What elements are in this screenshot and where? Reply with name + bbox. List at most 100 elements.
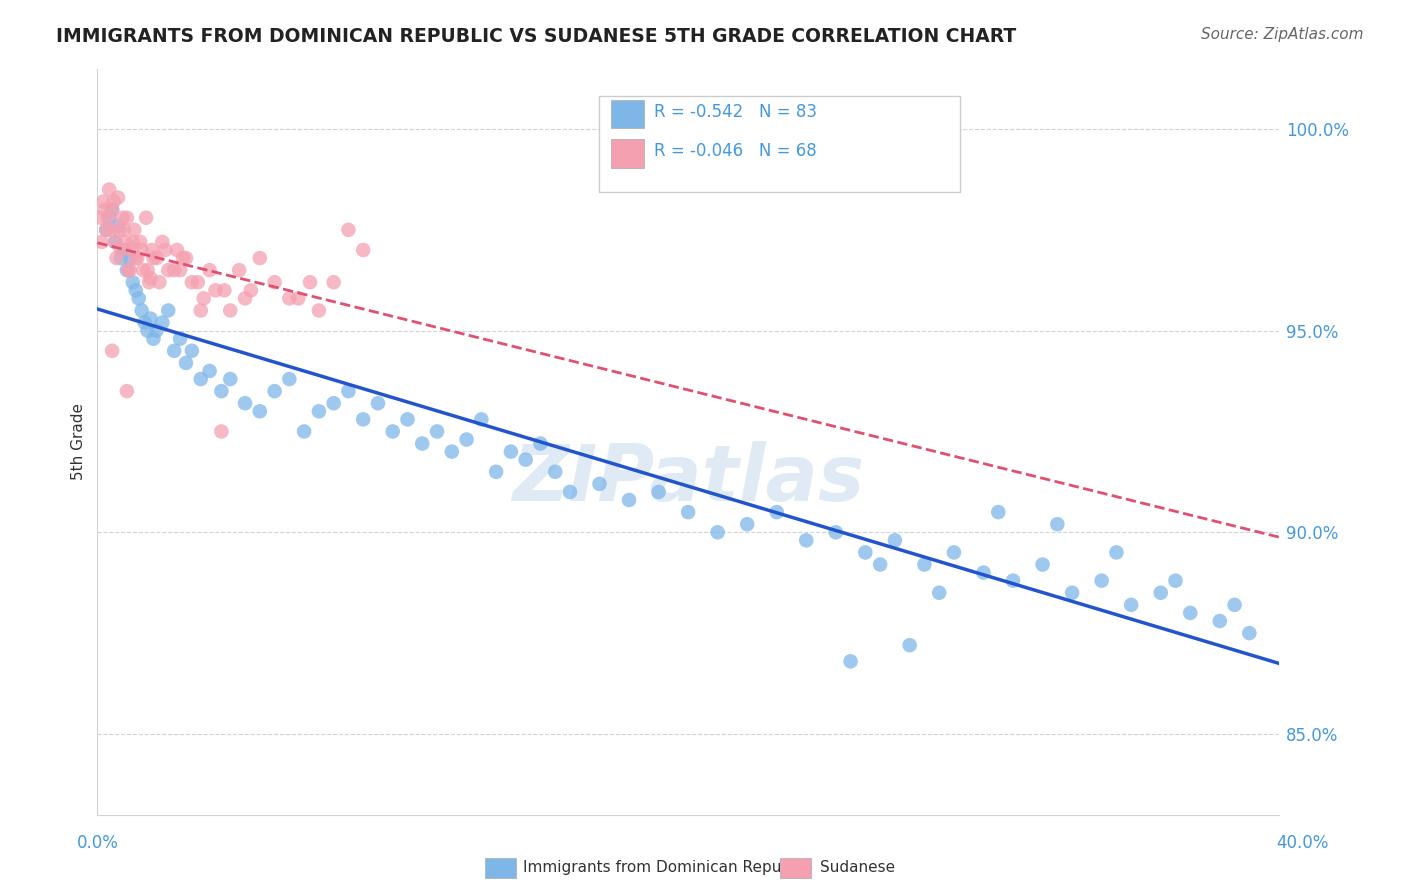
Point [1209, 614, 1232, 628]
Point [499, 444, 522, 458]
Point [529, 436, 551, 450]
Point [145, 251, 167, 265]
Point [104, 235, 127, 249]
Point [90, 235, 112, 249]
Point [136, 263, 159, 277]
Point [121, 235, 143, 249]
Text: Sudanese: Sudanese [820, 860, 894, 874]
Point [105, 251, 128, 265]
Point [942, 545, 965, 559]
Point [112, 223, 135, 237]
Point [98, 182, 121, 196]
Point [107, 219, 129, 233]
Point [249, 251, 271, 265]
Point [647, 485, 669, 500]
Point [190, 303, 212, 318]
Point [157, 303, 180, 318]
Point [1121, 598, 1143, 612]
Text: R = -0.046   N = 68: R = -0.046 N = 68 [654, 143, 817, 161]
Bar [612, 100, 644, 128]
Point [93, 202, 115, 217]
Point [163, 343, 186, 358]
Point [558, 485, 581, 500]
FancyBboxPatch shape [599, 96, 960, 192]
Point [337, 384, 360, 398]
Point [115, 211, 138, 225]
Point [706, 525, 728, 540]
Point [169, 332, 191, 346]
Point [190, 372, 212, 386]
Point [89, 211, 111, 225]
Point [98, 211, 121, 225]
Point [120, 243, 142, 257]
Point [1091, 574, 1114, 588]
Point [308, 404, 330, 418]
Point [163, 263, 186, 277]
Point [104, 235, 127, 249]
Point [198, 263, 221, 277]
Point [263, 275, 285, 289]
Point [118, 263, 141, 277]
Point [101, 202, 124, 217]
Point [131, 243, 153, 257]
Point [337, 223, 360, 237]
Point [972, 566, 994, 580]
Point [219, 372, 242, 386]
Point [150, 235, 173, 249]
Point [96, 223, 118, 237]
Point [148, 275, 170, 289]
Point [136, 324, 159, 338]
Point [1062, 586, 1084, 600]
Text: R = -0.542   N = 83: R = -0.542 N = 83 [654, 103, 817, 120]
Point [735, 517, 758, 532]
Point [287, 292, 309, 306]
Point [138, 275, 160, 289]
Point [169, 263, 191, 277]
Point [839, 654, 862, 668]
Point [233, 292, 256, 306]
Point [1150, 586, 1173, 600]
Text: 0.0%: 0.0% [77, 834, 120, 852]
Text: Immigrants from Dominican Republic: Immigrants from Dominican Republic [523, 860, 808, 874]
Point [588, 476, 610, 491]
Point [1164, 574, 1187, 588]
Point [204, 283, 226, 297]
Point [166, 243, 188, 257]
Point [112, 243, 135, 257]
Point [115, 384, 138, 398]
Point [142, 332, 165, 346]
Point [824, 525, 846, 540]
Point [794, 533, 817, 548]
Point [987, 505, 1010, 519]
Point [1046, 517, 1069, 532]
Point [142, 251, 165, 265]
Point [129, 235, 152, 249]
Point [108, 223, 131, 237]
Point [898, 638, 921, 652]
Point [139, 271, 162, 285]
Point [125, 251, 148, 265]
Point [292, 425, 315, 439]
Point [141, 243, 163, 257]
Point [544, 465, 567, 479]
Point [352, 243, 374, 257]
Point [249, 404, 271, 418]
Point [121, 275, 143, 289]
Point [676, 505, 699, 519]
Point [114, 235, 136, 249]
Point [135, 211, 157, 225]
Point [174, 356, 197, 370]
Point [96, 223, 118, 237]
Point [426, 425, 449, 439]
Point [101, 202, 124, 217]
Point [322, 275, 344, 289]
Point [127, 251, 149, 265]
Point [139, 311, 162, 326]
Point [111, 211, 134, 225]
Point [456, 433, 478, 447]
Point [124, 223, 146, 237]
Point [198, 364, 221, 378]
Text: 40.0%: 40.0% [1277, 834, 1329, 852]
Point [110, 251, 132, 265]
Point [853, 545, 876, 559]
